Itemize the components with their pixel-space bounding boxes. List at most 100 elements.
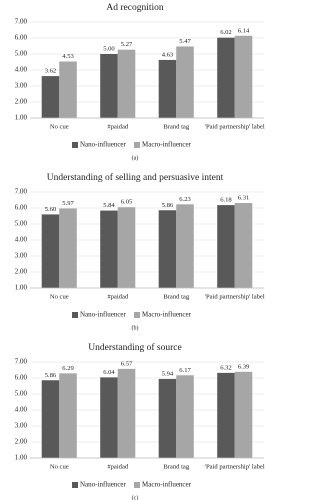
bar (158, 59, 177, 118)
data-label: 3.62 (45, 68, 57, 75)
x-tick-label: Brand tag (163, 294, 190, 301)
figure: Ad recognition 1.00 2.00 3.00 4.00 5.00 6.00 7.… (15, 3, 265, 500)
y-tick-label: 6.00 (15, 204, 28, 212)
y-tick-label: 3.00 (15, 82, 28, 90)
data-label: 4.63 (162, 51, 174, 58)
data-label: 6.17 (179, 367, 191, 374)
data-label: 5.84 (103, 202, 115, 209)
bar (100, 210, 118, 288)
bar (117, 368, 136, 458)
bar (217, 372, 235, 458)
y-tick-label: 7.00 (15, 358, 28, 366)
y-tick-label: 6.00 (15, 374, 28, 382)
bar (158, 210, 177, 288)
data-label: 6.23 (179, 196, 191, 203)
data-label: 5.86 (162, 202, 174, 209)
y-tick-label: 1.00 (15, 114, 28, 122)
y-tick-label: 5.00 (15, 50, 28, 58)
y-tick-label: 2.00 (15, 438, 28, 446)
y-tick-label: 2.00 (15, 98, 28, 106)
data-label: 6.18 (220, 197, 232, 204)
data-label: 5.00 (103, 46, 115, 53)
x-tick-label: No cue (50, 294, 69, 301)
bar (176, 375, 194, 458)
caption: (a) (132, 154, 139, 161)
data-label: 5.97 (62, 200, 74, 207)
bar (41, 214, 60, 288)
data-label: 5.86 (45, 372, 57, 379)
bar (117, 49, 136, 118)
bar (117, 207, 136, 288)
data-label: 6.39 (238, 363, 250, 370)
x-tick-label: 'Paid partnership' label (205, 124, 265, 131)
bar (234, 35, 253, 119)
data-label: 6.57 (121, 360, 133, 367)
bar (59, 373, 77, 458)
caption: (b) (132, 324, 139, 331)
x-tick-label: #paidad (107, 294, 129, 301)
y-tick-label: 4.00 (15, 66, 28, 74)
data-label: 6.32 (220, 364, 232, 371)
x-tick-label: Brand tag (163, 124, 190, 131)
legend-label: Nano-influencer (80, 141, 127, 149)
legend-label: Macro-influencer (142, 481, 192, 489)
bar (41, 76, 60, 118)
x-tick-label: No cue (50, 124, 69, 131)
data-label: 6.31 (238, 195, 250, 202)
x-tick-label: 'Paid partnership' label (205, 464, 265, 471)
data-label: 5.47 (179, 38, 191, 45)
legend-swatch (72, 142, 78, 148)
bar (176, 46, 194, 119)
caption: (c) (132, 494, 139, 500)
y-tick-label: 4.00 (15, 236, 28, 244)
data-label: 6.14 (238, 27, 250, 34)
data-label: 5.27 (121, 41, 133, 48)
y-tick-label: 5.00 (15, 220, 28, 228)
y-tick-label: 2.00 (15, 268, 28, 276)
bar (176, 204, 194, 288)
y-tick-label: 3.00 (15, 422, 28, 430)
bar (41, 380, 60, 458)
x-tick-label: #paidad (107, 464, 129, 471)
bar (217, 37, 235, 118)
legend-label: Macro-influencer (142, 311, 192, 319)
data-label: 6.02 (220, 29, 232, 36)
bar (234, 203, 253, 288)
legend-swatch (134, 312, 140, 318)
chart-title: Understanding of source (88, 342, 181, 353)
legend-swatch (134, 482, 140, 488)
data-label: 6.29 (62, 365, 74, 372)
bar (59, 61, 77, 118)
y-tick-label: 6.00 (15, 34, 28, 42)
legend-label: Nano-influencer (80, 311, 127, 319)
y-tick-label: 1.00 (15, 284, 28, 292)
legend-swatch (134, 142, 140, 148)
y-tick-label: 3.00 (15, 252, 28, 260)
bar (59, 208, 77, 288)
y-tick-label: 4.00 (15, 406, 28, 414)
bar (158, 378, 177, 458)
data-label: 5.60 (45, 206, 57, 213)
x-tick-label: 'Paid partnership' label (205, 294, 265, 301)
y-tick-label: 5.00 (15, 390, 28, 398)
y-tick-label: 7.00 (15, 18, 28, 26)
legend-swatch (72, 312, 78, 318)
bar (100, 54, 118, 118)
data-label: 6.05 (121, 199, 133, 206)
y-tick-label: 7.00 (15, 188, 28, 196)
bar (217, 205, 235, 288)
legend-label: Macro-influencer (142, 141, 192, 149)
data-label: 6.04 (103, 369, 115, 376)
legend-swatch (72, 482, 78, 488)
chart-title: Ad recognition (106, 3, 164, 13)
x-tick-label: #paidad (107, 124, 129, 131)
data-label: 4.53 (62, 53, 74, 60)
legend-label: Nano-influencer (80, 481, 127, 489)
x-tick-label: No cue (50, 464, 69, 471)
x-tick-label: Brand tag (163, 464, 190, 471)
bar (234, 371, 253, 458)
chart-title: Understanding of selling and persuasive … (47, 172, 224, 183)
y-tick-label: 1.00 (15, 454, 28, 462)
bar (100, 377, 118, 458)
